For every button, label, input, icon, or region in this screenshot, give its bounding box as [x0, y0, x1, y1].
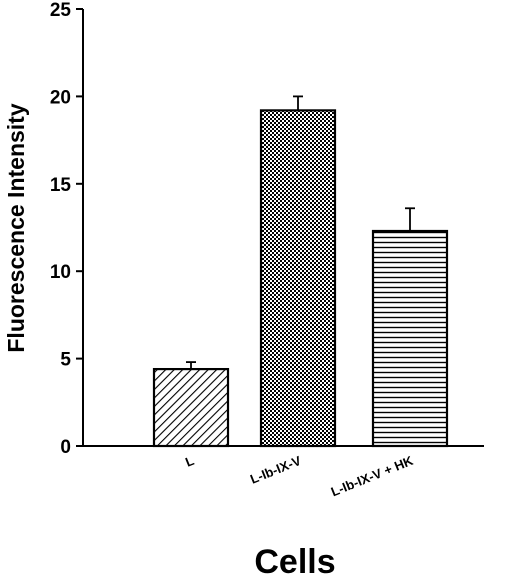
error-bars: [186, 95, 415, 370]
x-category-label: L-Ib-IX-V: [248, 453, 303, 487]
bars: [152, 109, 449, 448]
bar-3: [371, 229, 449, 448]
y-tick-label: 20: [50, 87, 71, 108]
y-tick-label: 5: [60, 350, 71, 371]
x-axis-category-labels: L L-Ib-IX-V L-Ib-IX-V + HK: [183, 453, 416, 500]
bar-2: [259, 109, 337, 448]
x-axis-title: Cells: [254, 543, 335, 578]
x-category-label: L: [183, 453, 196, 470]
y-tick-label: 25: [50, 0, 72, 21]
y-axis-ticks: 0 5 10 15 20 25: [50, 0, 83, 458]
y-axis-title: Fluorescence Intensity: [3, 103, 29, 352]
y-tick-label: 10: [50, 262, 71, 283]
x-category-label: L-Ib-IX-V + HK: [329, 453, 416, 500]
y-tick-label: 15: [50, 175, 72, 196]
bar-1: [152, 367, 230, 448]
y-tick-label: 0: [60, 437, 71, 458]
